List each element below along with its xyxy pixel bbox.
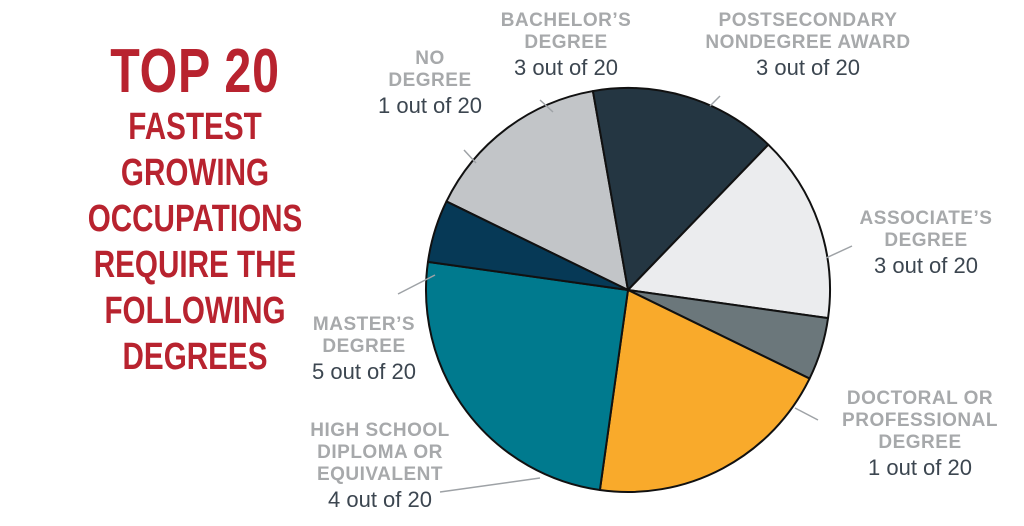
- pie-slices: [425, 87, 831, 493]
- leader-lines: [397, 95, 853, 493]
- slice-label: ASSOCIATE’S DEGREE 3 out of 20: [860, 208, 993, 278]
- slice-label-name: ASSOCIATE’S: [860, 208, 993, 229]
- leader-line: [794, 407, 819, 421]
- slice-label: HIGH SCHOOL DIPLOMA OR EQUIVALENT 4 out of …: [310, 420, 450, 512]
- leader-line: [709, 95, 721, 107]
- slice-label-name: DEGREE: [388, 70, 471, 91]
- pie-slice: [627, 143, 831, 320]
- headline-top20: TOP 20: [110, 37, 280, 106]
- slice-label-name: BACHELOR’S: [501, 10, 632, 31]
- leader-line: [539, 99, 554, 113]
- slice-label-name: HIGH SCHOOL: [310, 420, 450, 441]
- headline-line-4: REQUIRE THE: [93, 244, 297, 286]
- pie-slice: [445, 90, 629, 291]
- chart-headline: TOP 20 FASTEST GROWING OCCUPATIONS REQUI…: [74, 40, 316, 380]
- pie-slice: [425, 260, 629, 492]
- slice-label-name: MASTER’S: [313, 314, 415, 335]
- slice-label: POSTSECONDARY NONDEGREE AWARD 3 out of 20: [705, 10, 910, 80]
- pie-slice: [426, 200, 629, 291]
- slice-label-name: DEGREE: [884, 230, 967, 251]
- leader-line: [397, 274, 436, 295]
- slice-label: BACHELOR’S DEGREE 3 out of 20: [501, 10, 632, 80]
- slice-label-value: 1 out of 20: [378, 93, 482, 118]
- slice-label-name: DEGREE: [322, 336, 405, 357]
- leader-line: [825, 245, 853, 259]
- slice-label-name: DEGREE: [524, 32, 607, 53]
- headline-line-5: FOLLOWING: [104, 290, 286, 332]
- slice-label-name: NONDEGREE AWARD: [705, 32, 910, 53]
- slice-label-value: 3 out of 20: [514, 55, 618, 80]
- slice-label: MASTER’S DEGREE 5 out of 20: [312, 314, 416, 384]
- slice-label-value: 5 out of 20: [312, 359, 416, 384]
- slice-label-name: DEGREE: [878, 432, 961, 453]
- slice-label-value: 3 out of 20: [756, 55, 860, 80]
- slice-label-value: 4 out of 20: [328, 487, 432, 512]
- slice-label-name: POSTSECONDARY: [719, 10, 898, 31]
- slice-label: DOCTORAL OR PROFESSIONAL DEGREE 1 out of 20: [842, 388, 998, 480]
- headline-line-2: FASTEST GROWING: [120, 106, 270, 194]
- leader-line: [463, 149, 477, 164]
- slice-label: NO DEGREE 1 out of 20: [378, 48, 482, 118]
- slice-label-name: EQUIVALENT: [317, 464, 443, 485]
- slice-label-name: NO: [415, 48, 445, 69]
- headline-line-6: DEGREES: [122, 336, 268, 378]
- pie-slice: [591, 87, 770, 291]
- slice-label-name: PROFESSIONAL: [842, 410, 998, 431]
- slice-label-value: 3 out of 20: [874, 253, 978, 278]
- slice-labels: BACHELOR’S DEGREE 3 out of 20POSTSECONDARY…: [310, 10, 998, 512]
- slice-label-value: 1 out of 20: [868, 455, 972, 480]
- headline-line-3: OCCUPATIONS: [87, 198, 303, 240]
- slice-label-name: DOCTORAL OR: [847, 388, 993, 409]
- leader-line: [439, 477, 541, 493]
- slice-label-name: DIPLOMA OR: [317, 442, 443, 463]
- pie-slice: [598, 289, 811, 493]
